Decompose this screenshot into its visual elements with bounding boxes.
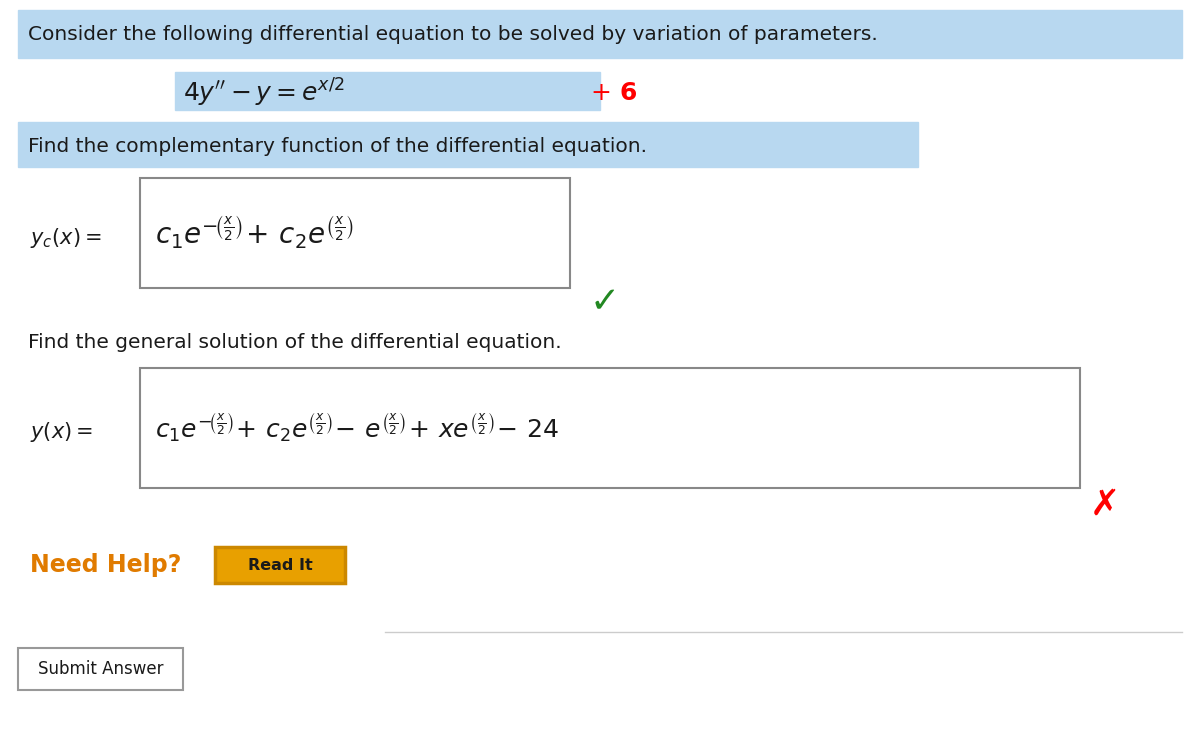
Text: $c_1e^{-\!\left(\frac{x}{2}\right)}\! +\, c_2e^{\left(\frac{x}{2}\right)}\! -\, : $c_1e^{-\!\left(\frac{x}{2}\right)}\! +\… <box>155 412 559 444</box>
Text: ✗: ✗ <box>1090 488 1121 522</box>
FancyBboxPatch shape <box>18 648 182 690</box>
Text: $y_c(x) =$: $y_c(x) =$ <box>30 226 102 250</box>
Text: Read It: Read It <box>247 558 312 572</box>
FancyBboxPatch shape <box>140 368 1080 488</box>
Text: $c_1e^{-\!\left(\frac{x}{2}\right)}\! +\, c_2e^{\left(\frac{x}{2}\right)}$: $c_1e^{-\!\left(\frac{x}{2}\right)}\! +\… <box>155 215 354 251</box>
FancyBboxPatch shape <box>175 72 600 110</box>
FancyBboxPatch shape <box>140 178 570 288</box>
FancyBboxPatch shape <box>18 122 918 167</box>
Text: $y(x) =$: $y(x) =$ <box>30 420 92 444</box>
Text: $4y'' - y = e^{x/2}$: $4y'' - y = e^{x/2}$ <box>182 77 344 109</box>
FancyBboxPatch shape <box>18 10 1182 58</box>
Text: $+\ \mathbf{6}$: $+\ \mathbf{6}$ <box>590 81 637 105</box>
Text: Need Help?: Need Help? <box>30 553 181 577</box>
Text: ✓: ✓ <box>590 285 620 319</box>
Text: Consider the following differential equation to be solved by variation of parame: Consider the following differential equa… <box>28 26 877 45</box>
Text: Submit Answer: Submit Answer <box>37 660 163 678</box>
FancyBboxPatch shape <box>215 547 346 583</box>
Text: Find the complementary function of the differential equation.: Find the complementary function of the d… <box>28 136 647 155</box>
Text: Find the general solution of the differential equation.: Find the general solution of the differe… <box>28 333 562 352</box>
